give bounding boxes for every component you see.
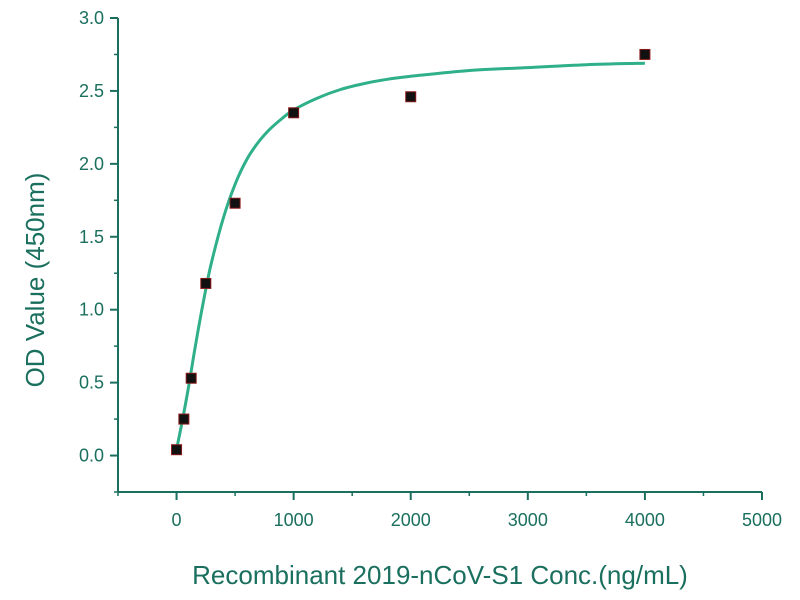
y-tick-label: 2.0 — [79, 154, 104, 174]
x-tick-label: 4000 — [625, 510, 665, 530]
ticks: 0 1000 2000 3000 4000 5000 0.0 0.5 1.0 1.5 2.0 2.5 3… — [79, 8, 782, 530]
x-tick-label: 1000 — [274, 510, 314, 530]
data-point — [185, 372, 197, 384]
data-point — [288, 107, 300, 119]
x-tick-label: 3000 — [508, 510, 548, 530]
y-tick-label: 1.0 — [79, 300, 104, 320]
x-tick-label: 0 — [172, 510, 182, 530]
x-axis-label: Recombinant 2019-nCoV-S1 Conc.(ng/mL) — [192, 560, 688, 590]
y-tick-label: 3.0 — [79, 8, 104, 28]
x-tick-label: 5000 — [742, 510, 782, 530]
data-points — [171, 48, 651, 456]
y-tick-label: 0.5 — [79, 373, 104, 393]
y-tick-label: 0.0 — [79, 446, 104, 466]
x-tick-label: 2000 — [391, 510, 431, 530]
data-point — [178, 413, 190, 425]
y-axis-label: OD Value (450nm) — [20, 173, 50, 388]
y-tick-label: 1.5 — [79, 227, 104, 247]
axes — [117, 18, 762, 493]
data-point — [200, 277, 212, 289]
fit-curve — [175, 61, 645, 450]
y-tick-label: 2.5 — [79, 81, 104, 101]
data-point — [171, 444, 183, 456]
fit-curve-layer — [175, 61, 645, 450]
data-point — [229, 197, 241, 209]
data-point — [639, 48, 651, 60]
data-point — [405, 91, 417, 103]
